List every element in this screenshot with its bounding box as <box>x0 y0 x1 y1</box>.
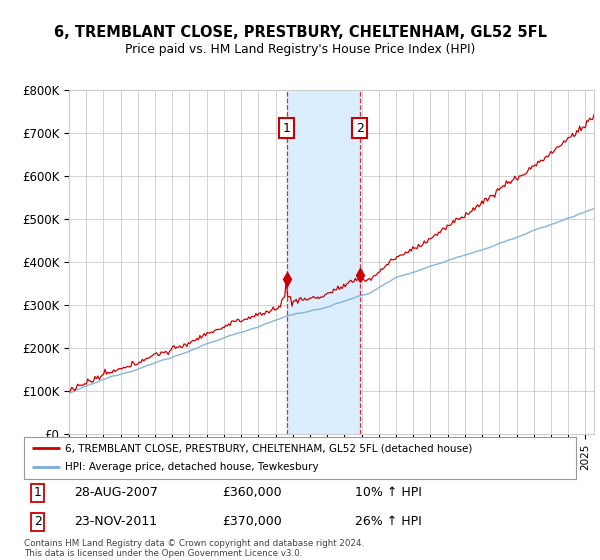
Text: Contains HM Land Registry data © Crown copyright and database right 2024.
This d: Contains HM Land Registry data © Crown c… <box>24 539 364 558</box>
Text: 2: 2 <box>356 122 364 135</box>
Text: 2: 2 <box>34 515 42 528</box>
Text: HPI: Average price, detached house, Tewkesbury: HPI: Average price, detached house, Tewk… <box>65 463 319 473</box>
Text: 26% ↑ HPI: 26% ↑ HPI <box>355 515 422 528</box>
Bar <box>287 90 360 434</box>
Text: 28-AUG-2007: 28-AUG-2007 <box>74 487 158 500</box>
Text: £360,000: £360,000 <box>223 487 283 500</box>
Text: 23-NOV-2011: 23-NOV-2011 <box>74 515 157 528</box>
Text: £370,000: £370,000 <box>223 515 283 528</box>
Text: 6, TREMBLANT CLOSE, PRESTBURY, CHELTENHAM, GL52 5FL (detached house): 6, TREMBLANT CLOSE, PRESTBURY, CHELTENHA… <box>65 443 473 453</box>
Text: 1: 1 <box>34 487 42 500</box>
Text: Price paid vs. HM Land Registry's House Price Index (HPI): Price paid vs. HM Land Registry's House … <box>125 43 475 56</box>
Text: 1: 1 <box>283 122 290 135</box>
Text: 10% ↑ HPI: 10% ↑ HPI <box>355 487 422 500</box>
Text: 6, TREMBLANT CLOSE, PRESTBURY, CHELTENHAM, GL52 5FL: 6, TREMBLANT CLOSE, PRESTBURY, CHELTENHA… <box>53 25 547 40</box>
